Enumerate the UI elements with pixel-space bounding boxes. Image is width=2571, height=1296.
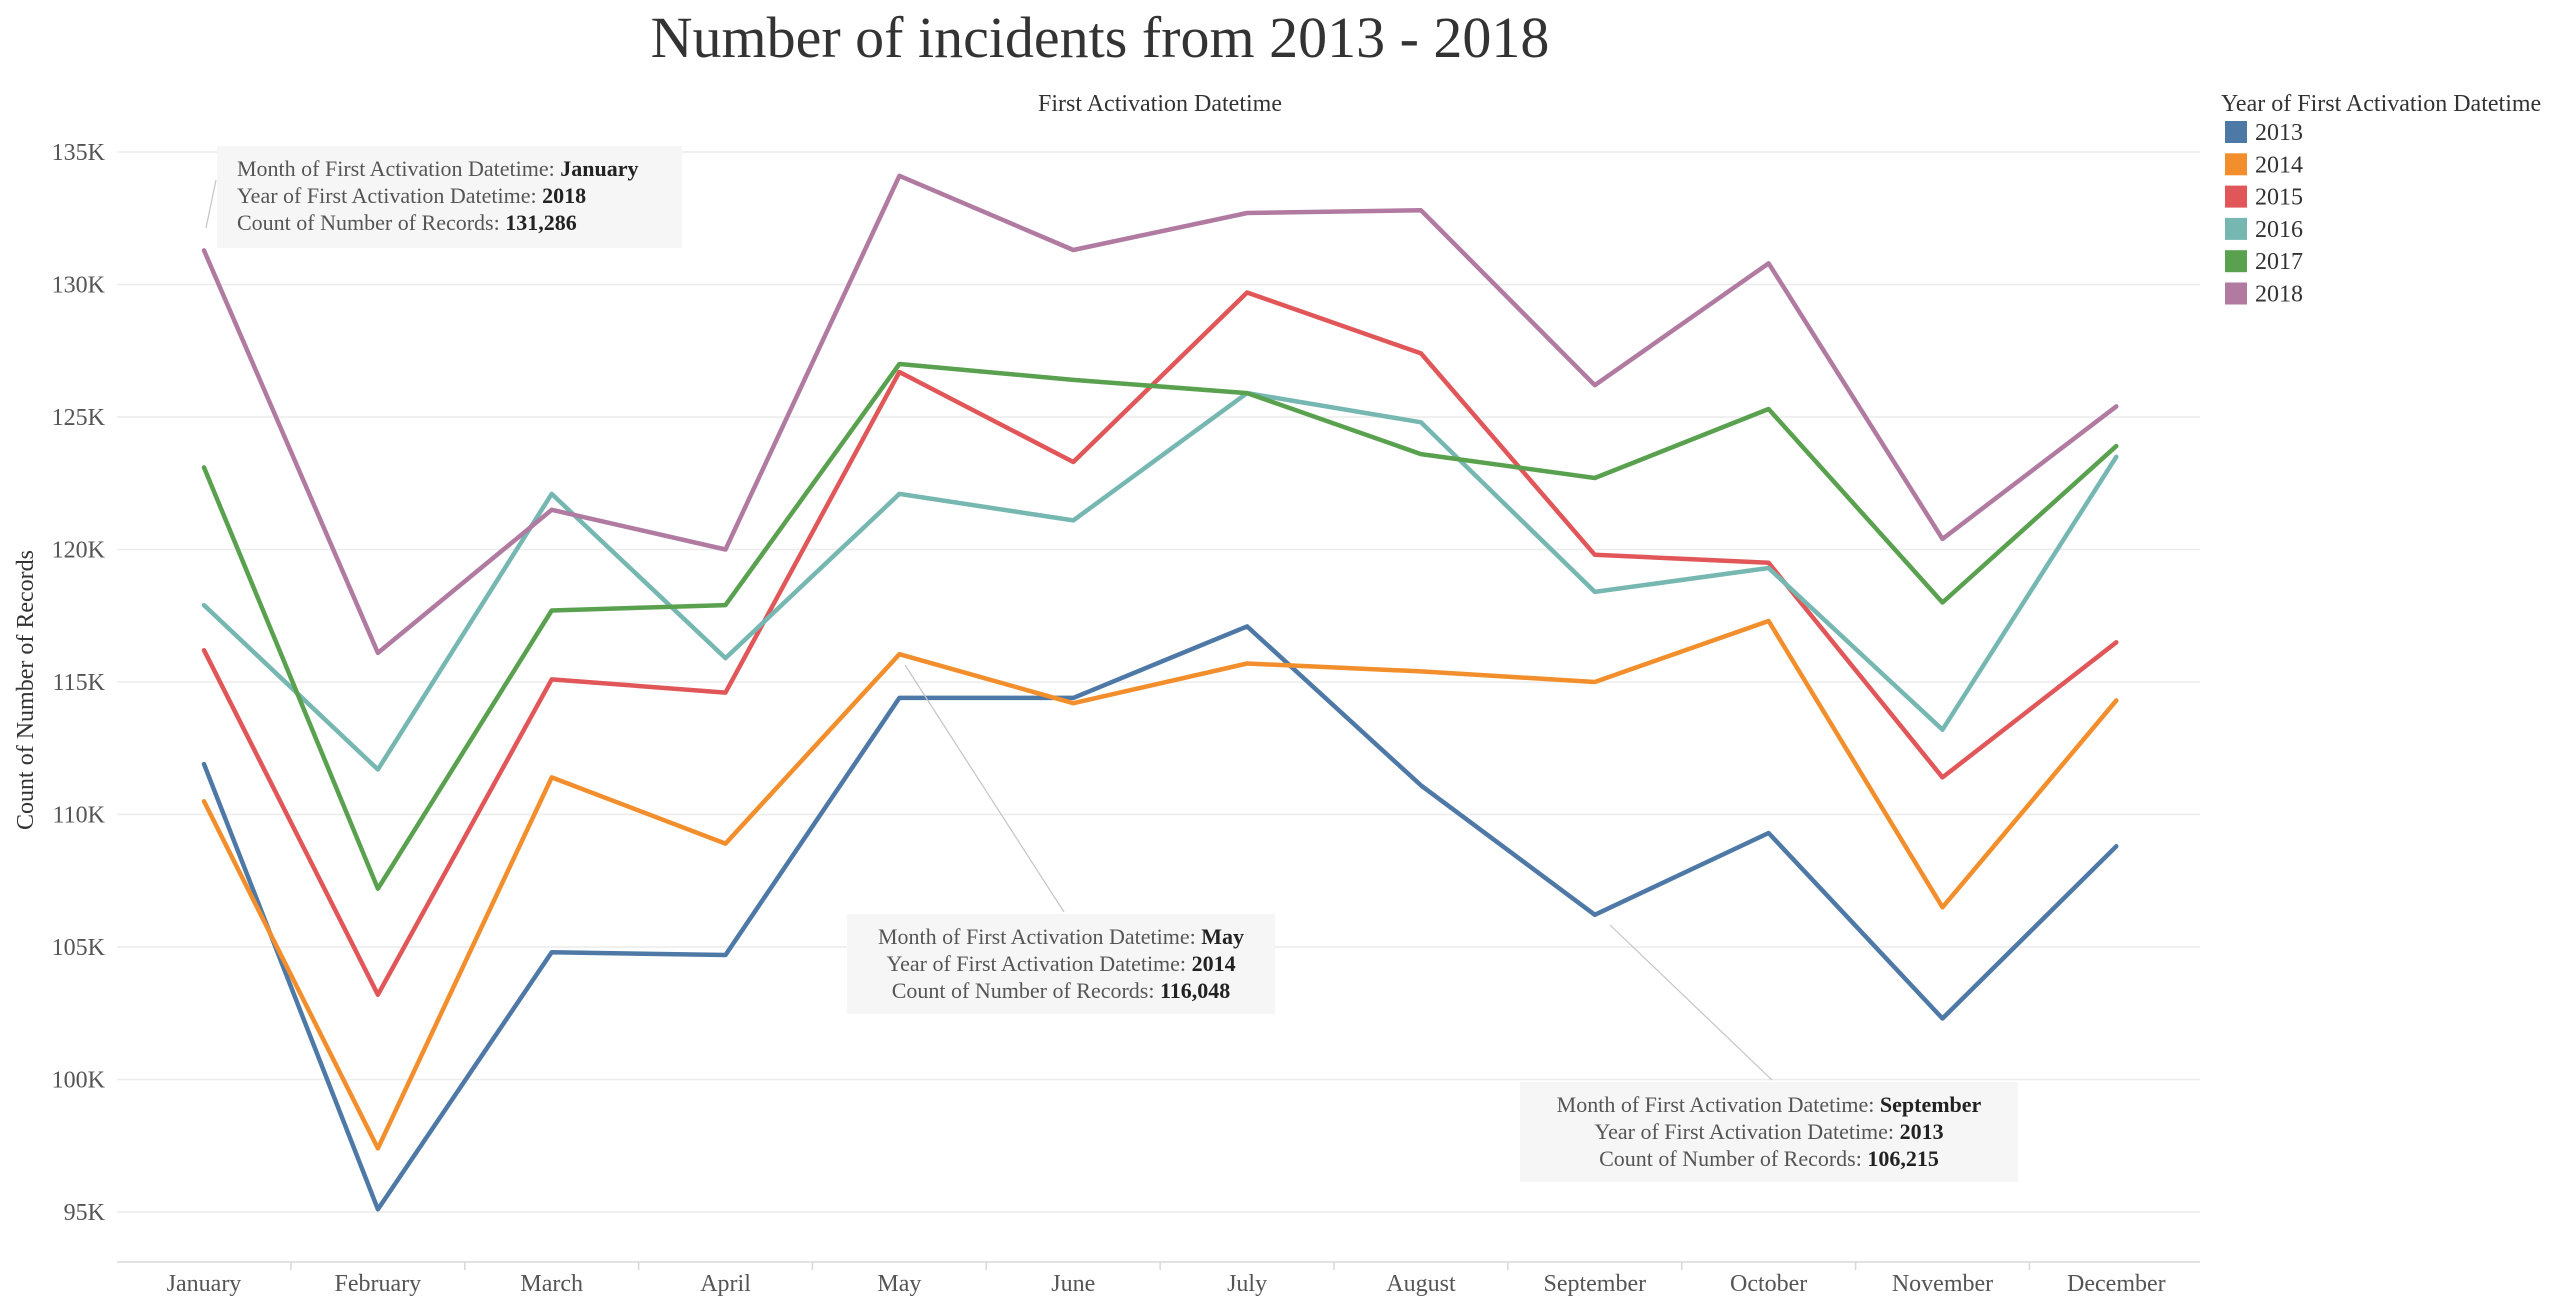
annotation-line: Month of First Activation Datetime: Sept… bbox=[1557, 1092, 1982, 1117]
annotation-field-value: 2018 bbox=[542, 183, 586, 208]
y-tick-label: 130K bbox=[52, 273, 106, 299]
x-tick-label: October bbox=[1730, 1271, 1807, 1296]
y-tick-label: 135K bbox=[52, 140, 106, 166]
annotation-field-value: 2014 bbox=[1192, 951, 1236, 976]
annotation-leader-line bbox=[904, 664, 1065, 913]
y-axis-label: Count of Number of Records bbox=[13, 550, 39, 830]
annotation-field-label: Month of First Activation Datetime: bbox=[878, 924, 1201, 949]
annotation-field-label: Year of First Activation Datetime: bbox=[886, 951, 1191, 976]
chart-subtitle: First Activation Datetime bbox=[1038, 91, 1282, 117]
legend-label-2018: 2018 bbox=[2255, 282, 2303, 308]
series-line-2017 bbox=[201, 361, 2119, 891]
x-tick-label: February bbox=[335, 1271, 422, 1296]
x-tick-label: July bbox=[1227, 1271, 1267, 1296]
series-line-2015 bbox=[201, 290, 2119, 997]
annotation-field-label: Year of First Activation Datetime: bbox=[1594, 1119, 1899, 1144]
annotation-line: Month of First Activation Datetime: Janu… bbox=[237, 156, 639, 181]
annotation-field-value: 131,286 bbox=[505, 210, 577, 235]
annotation-line: Count of Number of Records: 131,286 bbox=[237, 210, 577, 235]
y-tick-label: 115K bbox=[53, 670, 106, 696]
x-tick-label: May bbox=[877, 1271, 921, 1296]
annotation-field-label: Count of Number of Records: bbox=[892, 978, 1160, 1003]
legend-label-2013: 2013 bbox=[2255, 120, 2303, 146]
legend-label-2016: 2016 bbox=[2255, 217, 2303, 243]
x-tick-label: September bbox=[1543, 1271, 1646, 1296]
annotation-field-label: Count of Number of Records: bbox=[237, 210, 505, 235]
annotation-field-label: Count of Number of Records: bbox=[1599, 1146, 1867, 1171]
y-tick-label: 125K bbox=[52, 405, 106, 431]
annotation-field-value: September bbox=[1880, 1092, 1982, 1117]
y-tick-label: 105K bbox=[52, 935, 106, 961]
annotation-box bbox=[847, 914, 1275, 1014]
x-tick-label: January bbox=[167, 1271, 242, 1296]
x-tick-label: December bbox=[2067, 1271, 2166, 1296]
annotation-field-label: Year of First Activation Datetime: bbox=[237, 183, 542, 208]
legend-label-2014: 2014 bbox=[2255, 152, 2303, 178]
legend-swatch-2016 bbox=[2225, 217, 2247, 240]
annotation-field-value: 116,048 bbox=[1160, 978, 1230, 1003]
series-line-2018 bbox=[201, 173, 2119, 656]
annotations: Month of First Activation Datetime: Janu… bbox=[205, 146, 2018, 1182]
legend-swatch-2017 bbox=[2225, 250, 2247, 273]
series-lines bbox=[201, 173, 2119, 1212]
x-axis-ticks: January February March April May June July Augu… bbox=[167, 1262, 2166, 1296]
annotation-field-value: 2013 bbox=[1900, 1119, 1944, 1144]
annotation-line: Year of First Activation Datetime: 2014 bbox=[886, 951, 1235, 976]
y-tick-label: 120K bbox=[52, 538, 106, 564]
legend-title: Year of First Activation Datetime bbox=[2221, 91, 2541, 117]
y-tick-label: 110K bbox=[53, 803, 106, 829]
legend-swatch-2013 bbox=[2225, 121, 2247, 143]
annotation-box bbox=[217, 146, 682, 248]
chart-title: Number of incidents from 2013 - 2018 bbox=[651, 5, 1550, 70]
x-tick-label: June bbox=[1051, 1271, 1095, 1296]
x-tick-label: March bbox=[520, 1271, 583, 1296]
annotation-line: Year of First Activation Datetime: 2013 bbox=[1594, 1119, 1943, 1144]
annotation-leader-line bbox=[1609, 924, 1773, 1081]
legend-label-2015: 2015 bbox=[2255, 185, 2303, 211]
annotation-line: Count of Number of Records: 106,215 bbox=[1599, 1146, 1939, 1171]
annotation-field-label: Month of First Activation Datetime: bbox=[1557, 1092, 1880, 1117]
x-tick-label: April bbox=[700, 1271, 751, 1296]
series-line-2013 bbox=[201, 624, 2119, 1212]
annotation-field-value: January bbox=[560, 156, 638, 181]
y-tick-label: 95K bbox=[64, 1200, 106, 1226]
y-tick-label: 100K bbox=[52, 1068, 106, 1094]
legend: Year of First Activation Datetime 2013 20… bbox=[2221, 91, 2541, 308]
annotation-field-label: Month of First Activation Datetime: bbox=[237, 156, 560, 181]
x-tick-label: November bbox=[1892, 1271, 1993, 1296]
legend-swatch-2018 bbox=[2225, 282, 2247, 305]
annotation-box bbox=[1520, 1082, 2018, 1182]
series-line-2016 bbox=[201, 390, 2119, 772]
legend-swatch-2014 bbox=[2225, 153, 2247, 176]
x-tick-label: August bbox=[1386, 1271, 1456, 1296]
annotation-line: Count of Number of Records: 116,048 bbox=[892, 978, 1231, 1003]
annotation-field-value: 106,215 bbox=[1867, 1146, 1939, 1171]
annotation-line: Month of First Activation Datetime: May bbox=[878, 924, 1244, 949]
annotation-field-value: May bbox=[1201, 924, 1244, 949]
y-axis-ticks: 95K 100K 105K 110K 115K 120K 125K 130K 135K bbox=[52, 140, 106, 1226]
legend-label-2017: 2017 bbox=[2255, 249, 2303, 275]
series-line-2014 bbox=[201, 618, 2119, 1151]
legend-swatch-2015 bbox=[2225, 185, 2247, 208]
annotation-line: Year of First Activation Datetime: 2018 bbox=[237, 183, 586, 208]
annotation-leader-line bbox=[205, 179, 217, 229]
